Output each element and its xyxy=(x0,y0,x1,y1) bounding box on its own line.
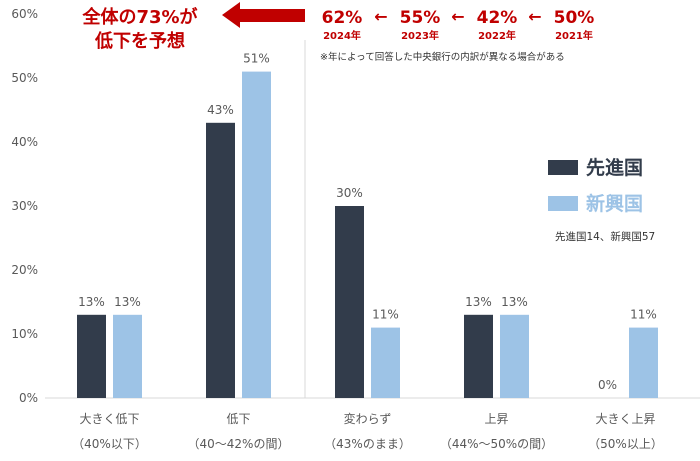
data-label: 51% xyxy=(243,52,270,66)
arrow-left-icon xyxy=(222,2,305,28)
bars-layer: 13% 13% 43% 51% 30% 11% 13% 13% 0% 11% xyxy=(77,52,658,399)
y-tick-label: 50% xyxy=(11,71,38,85)
data-label: 13% xyxy=(465,295,492,309)
trend-year: 2022年 xyxy=(478,29,516,42)
bar xyxy=(206,122,235,399)
y-tick-label: 10% xyxy=(11,327,38,341)
x-tick-sublabel: （40～42%の間） xyxy=(188,437,290,451)
x-tick-sublabel: （43%のまま） xyxy=(324,437,411,451)
bar xyxy=(500,314,529,398)
y-tick-label: 40% xyxy=(11,135,38,149)
annotation: 全体の73%が 低下を予想 62%2024年 ← 55%2023年 ← 42%2022年… xyxy=(81,2,594,63)
footnote: ※年によって回答した中央銀行の内訳が異なる場合がある xyxy=(320,51,565,63)
legend-label: 新興国 xyxy=(586,192,643,215)
trend-year: 2024年 xyxy=(323,29,361,42)
bar xyxy=(464,314,493,398)
x-tick-sublabel: （44%～50%の間） xyxy=(440,437,553,451)
bar xyxy=(242,71,271,398)
trend-arrow: ← xyxy=(374,7,387,26)
legend-note: 先進国14、新興国57 xyxy=(555,230,655,243)
bar xyxy=(371,327,400,398)
y-tick-label: 60% xyxy=(11,7,38,21)
bar xyxy=(113,314,142,398)
trend-value: 55% xyxy=(400,8,441,28)
x-tick-sublabel: （50%以上） xyxy=(588,437,663,451)
data-label: 11% xyxy=(630,308,657,322)
data-label: 0% xyxy=(598,378,617,392)
data-label: 11% xyxy=(372,308,399,322)
x-tick-label: 変わらず xyxy=(344,411,392,426)
data-label: 30% xyxy=(336,186,363,200)
category-labels: 大きく低下 （40%以下） 低下 （40～42%の間） 変わらず （43%のまま） 上昇 （4… xyxy=(72,411,663,451)
bar xyxy=(629,327,658,398)
x-tick-label: 大きく低下 xyxy=(79,412,139,426)
trend-value: 42% xyxy=(477,8,518,28)
x-tick-label: 上昇 xyxy=(484,412,508,426)
bar xyxy=(77,314,106,398)
y-tick-label: 30% xyxy=(11,199,38,213)
x-tick-sublabel: （40%以下） xyxy=(72,437,147,451)
trend-value: 62% xyxy=(322,8,363,28)
legend-swatch xyxy=(548,196,578,211)
trend-year: 2023年 xyxy=(401,29,439,42)
y-axis: 0% 10% 20% 30% 40% 50% 60% xyxy=(11,7,38,405)
headline-line1: 全体の73%が xyxy=(81,6,197,28)
trend-arrow: ← xyxy=(451,7,464,26)
legend-swatch xyxy=(548,160,578,175)
legend-label: 先進国 xyxy=(586,156,643,179)
x-tick-label: 大きく上昇 xyxy=(595,412,655,426)
x-tick-label: 低下 xyxy=(226,412,250,426)
trend-value: 50% xyxy=(554,8,595,28)
headline-line2: 低下を予想 xyxy=(94,30,185,52)
trend-row: 62%2024年 ← 55%2023年 ← 42%2022年 ← 50%2021年 xyxy=(322,7,595,42)
y-tick-label: 20% xyxy=(11,263,38,277)
data-label: 13% xyxy=(114,295,141,309)
data-label: 13% xyxy=(501,295,528,309)
y-tick-label: 0% xyxy=(19,391,38,405)
trend-arrow: ← xyxy=(528,7,541,26)
bar xyxy=(335,206,364,398)
data-label: 13% xyxy=(78,295,105,309)
data-label: 43% xyxy=(207,103,234,117)
trend-year: 2021年 xyxy=(555,29,593,42)
